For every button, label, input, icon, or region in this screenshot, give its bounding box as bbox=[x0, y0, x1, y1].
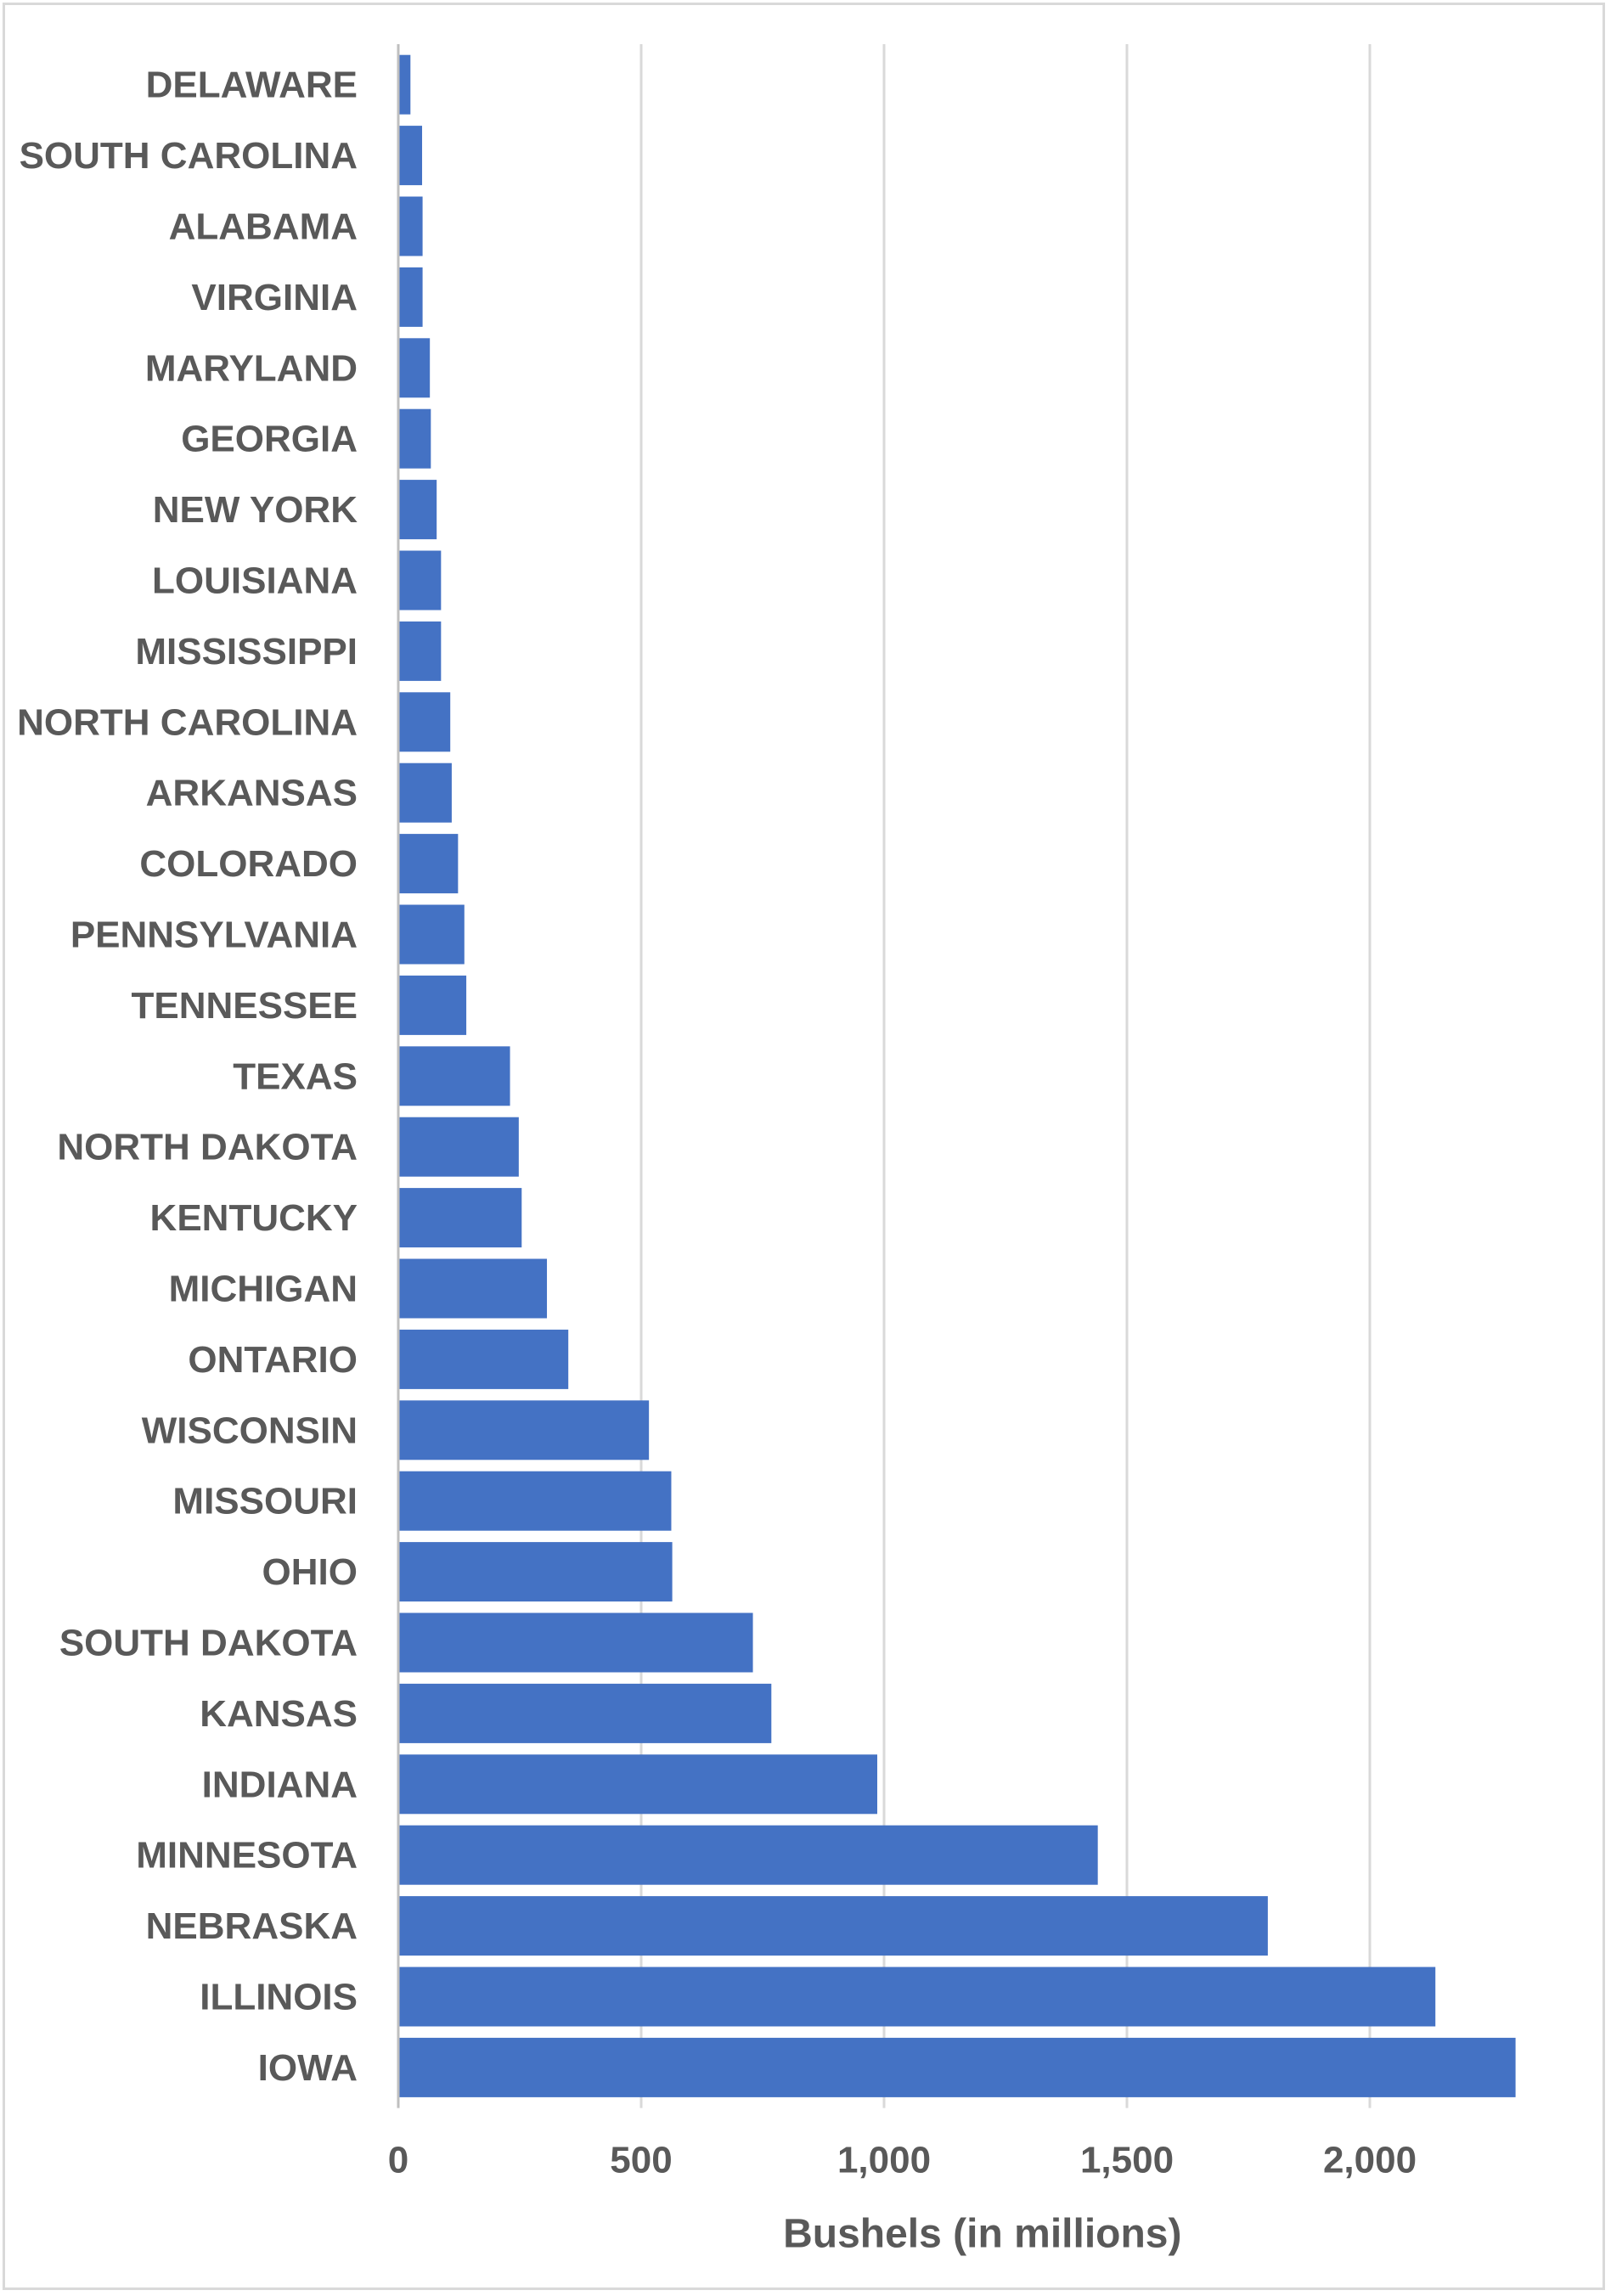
bar-delaware bbox=[398, 54, 411, 115]
bar-kentucky bbox=[398, 1188, 522, 1248]
category-label-pennsylvania: PENNSYLVANIA bbox=[70, 914, 358, 956]
category-label-kentucky: KENTUCKY bbox=[150, 1197, 358, 1239]
category-label-arkansas: ARKANSAS bbox=[146, 773, 358, 814]
category-label-georgia: GEORGIA bbox=[181, 419, 358, 460]
bar-chart: DELAWARE SOUTH CAROLINA ALABAMA VIRGINIA MAR… bbox=[17, 44, 1516, 2257]
category-label-iowa: IOWA bbox=[258, 2047, 358, 2089]
category-label-indiana: INDIANA bbox=[202, 1764, 358, 1805]
category-label-colorado: COLORADO bbox=[139, 843, 358, 885]
category-label-north-dakota: NORTH DAKOTA bbox=[57, 1127, 358, 1168]
category-label-alabama: ALABAMA bbox=[169, 206, 358, 248]
bar-illinois bbox=[398, 1967, 1436, 2027]
x-tick-label-1000: 1,000 bbox=[837, 2140, 931, 2181]
category-label-missouri: MISSOURI bbox=[172, 1481, 358, 1522]
bar-virginia bbox=[398, 267, 423, 327]
bar-texas bbox=[398, 1046, 510, 1106]
bar-south-carolina bbox=[398, 126, 423, 186]
category-label-south-dakota: SOUTH DAKOTA bbox=[59, 1623, 358, 1664]
bar-maryland bbox=[398, 338, 431, 398]
x-tick-label-0: 0 bbox=[388, 2140, 408, 2181]
bar-alabama bbox=[398, 196, 423, 256]
x-tick-labels: 0 500 1,000 1,500 2,000 bbox=[388, 2140, 1417, 2181]
bar-missouri bbox=[398, 1471, 672, 1531]
category-label-minnesota: MINNESOTA bbox=[136, 1835, 358, 1877]
category-label-ohio: OHIO bbox=[262, 1551, 358, 1593]
bar-wisconsin bbox=[398, 1400, 650, 1460]
category-label-south-carolina: SOUTH CAROLINA bbox=[20, 135, 358, 177]
bars bbox=[398, 54, 1516, 2097]
bar-indiana bbox=[398, 1754, 877, 1815]
x-tick-label-2000: 2,000 bbox=[1323, 2140, 1417, 2181]
bar-mississippi bbox=[398, 621, 442, 681]
category-label-mississippi: MISSISSIPPI bbox=[135, 631, 358, 672]
category-label-wisconsin: WISCONSIN bbox=[142, 1410, 358, 1451]
category-label-louisiana: LOUISIANA bbox=[152, 560, 358, 602]
bar-nebraska bbox=[398, 1896, 1268, 1956]
category-label-nebraska: NEBRASKA bbox=[146, 1905, 358, 1947]
bar-north-carolina bbox=[398, 692, 451, 752]
bar-north-dakota bbox=[398, 1117, 519, 1177]
category-labels: DELAWARE SOUTH CAROLINA ALABAMA VIRGINIA MAR… bbox=[17, 65, 358, 2089]
x-axis-title: Bushels (in millions) bbox=[783, 2212, 1181, 2257]
bar-new-york bbox=[398, 480, 437, 540]
bar-ohio bbox=[398, 1542, 673, 1602]
bar-south-dakota bbox=[398, 1612, 753, 1673]
bar-georgia bbox=[398, 408, 431, 469]
category-label-texas: TEXAS bbox=[233, 1055, 358, 1097]
chart-frame: DELAWARE SOUTH CAROLINA ALABAMA VIRGINIA MAR… bbox=[3, 3, 1605, 2290]
bar-arkansas bbox=[398, 763, 452, 823]
category-label-new-york: NEW YORK bbox=[153, 489, 358, 531]
category-label-maryland: MARYLAND bbox=[145, 347, 358, 389]
bar-kansas bbox=[398, 1683, 772, 1743]
category-label-ontario: ONTARIO bbox=[188, 1339, 358, 1381]
x-tick-label-500: 500 bbox=[610, 2140, 672, 2181]
x-tick-label-1500: 1,500 bbox=[1080, 2140, 1174, 2181]
bar-pennsylvania bbox=[398, 904, 465, 965]
category-label-virginia: VIRGINIA bbox=[191, 277, 358, 318]
category-label-tennessee: TENNESSEE bbox=[131, 985, 358, 1027]
bar-ontario bbox=[398, 1329, 569, 1389]
category-label-delaware: DELAWARE bbox=[146, 65, 358, 106]
bar-minnesota bbox=[398, 1825, 1098, 1885]
bar-iowa bbox=[398, 2037, 1516, 2097]
category-label-illinois: ILLINOIS bbox=[200, 1977, 358, 2018]
category-label-kansas: KANSAS bbox=[200, 1693, 358, 1735]
category-label-michigan: MICHIGAN bbox=[169, 1269, 358, 1310]
category-label-north-carolina: NORTH CAROLINA bbox=[17, 701, 358, 743]
bar-louisiana bbox=[398, 550, 442, 611]
bar-michigan bbox=[398, 1258, 548, 1319]
bar-tennessee bbox=[398, 975, 467, 1035]
bar-colorado bbox=[398, 834, 459, 894]
